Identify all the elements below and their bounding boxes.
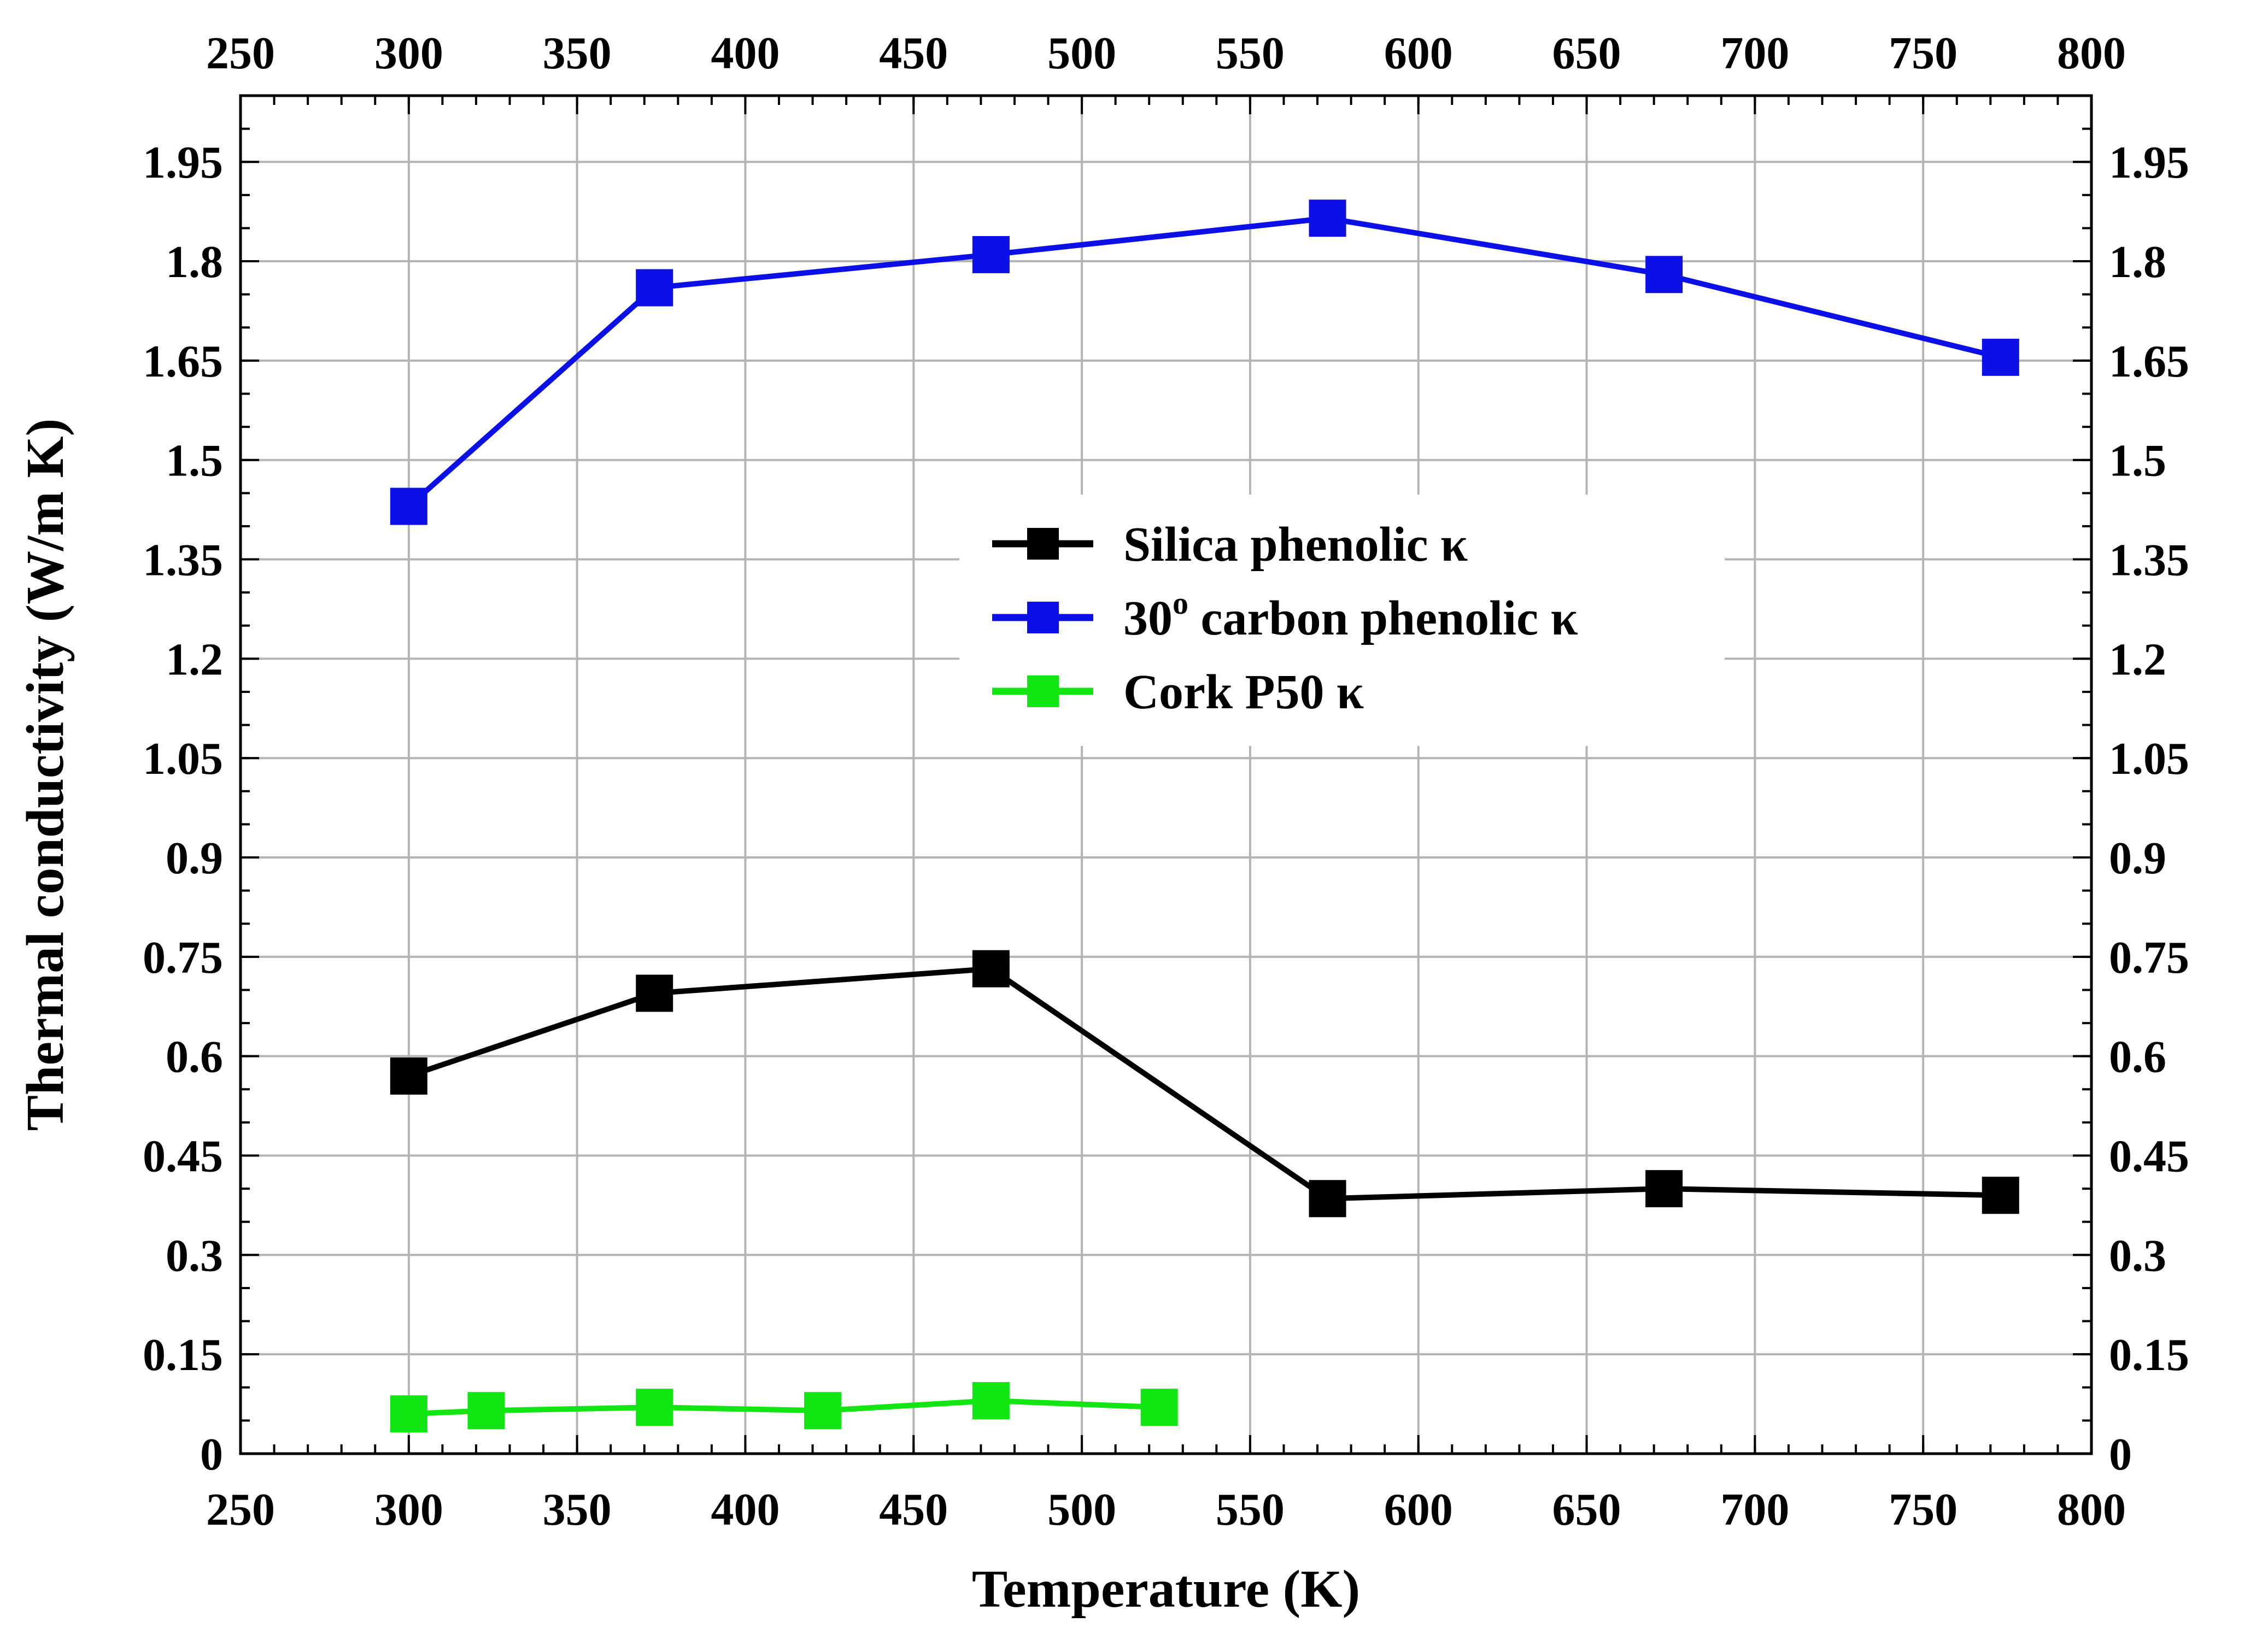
y-tick-label-left: 0.45 [143,1131,223,1182]
x-tick-label-bottom: 700 [1720,1484,1789,1535]
y-tick-label-right: 1.65 [2109,336,2189,387]
x-tick-label-top: 550 [1216,28,1285,79]
y-tick-label-right: 0.75 [2109,932,2189,983]
axis-ticks [239,95,2093,1455]
data-point [1309,199,1346,237]
series-2 [390,1382,1178,1433]
series-line [407,215,2001,509]
y-axis-title: Thermal conductivity (W/m K) [16,419,75,1131]
x-tick-label-top: 800 [2057,28,2126,79]
x-tick-label-bottom: 350 [543,1484,612,1535]
x-tick-label-top: 500 [1047,28,1116,79]
x-tick-label-bottom: 800 [2057,1484,2126,1535]
y-tick-label-left: 1.05 [143,733,223,784]
x-tick-label-bottom: 550 [1216,1484,1285,1535]
y-tick-label-left: 0.6 [166,1032,223,1083]
data-point [1982,1177,2019,1214]
series-0 [390,950,2019,1218]
x-tick-label-top: 700 [1720,28,1789,79]
y-tick-label-left: 0.9 [166,833,223,884]
legend-marker [1027,675,1059,707]
y-tick-label-right: 0.3 [2109,1230,2166,1281]
legend-label-carbon-phenolic: 30o carbon phenolic κ [1123,585,1578,645]
x-axis-title: Temperature (K) [972,1560,1360,1619]
x-tick-label-bottom: 750 [1889,1484,1958,1535]
data-point [972,950,1010,988]
data-point [972,1382,1010,1420]
y-tick-label-left: 1.35 [143,535,223,586]
y-tick-label-right: 0.45 [2109,1131,2189,1182]
y-tick-label-left: 0 [200,1429,223,1480]
data-point [1982,338,2019,376]
x-tick-label-bottom: 600 [1384,1484,1453,1535]
y-tick-label-right: 1.95 [2109,137,2189,188]
data-point [467,1392,505,1430]
y-tick-label-right: 1.05 [2109,733,2189,784]
y-tick-label-left: 1.5 [166,436,223,486]
x-tick-label-bottom: 450 [879,1484,948,1535]
x-tick-label-bottom: 650 [1552,1484,1621,1535]
y-tick-label-left: 1.95 [143,137,223,188]
plot-frame [239,94,2093,1455]
data-point [804,1392,842,1430]
y-tick-label-right: 1.35 [2109,535,2189,586]
x-tick-label-top: 600 [1384,28,1453,79]
y-tick-label-left: 1.65 [143,336,223,387]
data-point [1140,1389,1178,1426]
x-tick-label-top: 650 [1552,28,1621,79]
x-tick-label-bottom: 250 [206,1484,275,1535]
y-tick-label-right: 1.8 [2109,237,2166,287]
legend-marker [1027,528,1059,560]
legend: Silica phenolic κ 30o carbon phenolic κ … [959,495,1725,746]
data-point [1309,1180,1346,1218]
data-point [636,269,673,307]
data-point [1645,256,1683,293]
y-tick-label-right: 0.15 [2109,1330,2189,1380]
y-tick-label-left: 0.3 [166,1230,223,1281]
y-tick-label-right: 0 [2109,1429,2132,1480]
data-point [390,487,427,525]
data-point [1645,1170,1683,1208]
x-tick-label-bottom: 300 [374,1484,443,1535]
y-tick-label-right: 1.2 [2109,634,2166,685]
x-tick-label-top: 250 [206,28,275,79]
y-tick-label-left: 0.75 [143,932,223,983]
x-tick-label-bottom: 400 [711,1484,780,1535]
y-tick-label-right: 1.5 [2109,436,2166,486]
x-tick-label-top: 300 [374,28,443,79]
legend-marker [1027,602,1059,633]
data-series [390,199,2019,1433]
y-tick-label-left: 1.2 [166,634,223,685]
legend-label-silica-phenolic: Silica phenolic κ [1123,518,1468,572]
x-tick-label-bottom: 500 [1047,1484,1116,1535]
x-tick-label-top: 450 [879,28,948,79]
legend-markers [992,528,1093,707]
y-tick-label-left: 0.15 [143,1330,223,1380]
tick-labels: 250 250 300 300 350 350 400 400 450 450 500 500 550 5… [143,28,2189,1535]
y-tick-label-right: 0.6 [2109,1032,2166,1083]
x-tick-label-top: 350 [543,28,612,79]
x-tick-label-top: 400 [711,28,780,79]
legend-label-cork-p50: Cork P50 κ [1123,665,1364,719]
data-point [390,1057,427,1095]
data-point [636,974,673,1012]
x-tick-label-top: 750 [1889,28,1958,79]
series-line [408,966,2001,1202]
y-tick-label-right: 0.9 [2109,833,2166,884]
series-1 [390,199,2019,525]
data-point [390,1395,427,1433]
data-point [636,1389,673,1426]
data-point [972,236,1010,273]
y-tick-label-left: 1.8 [166,237,223,287]
